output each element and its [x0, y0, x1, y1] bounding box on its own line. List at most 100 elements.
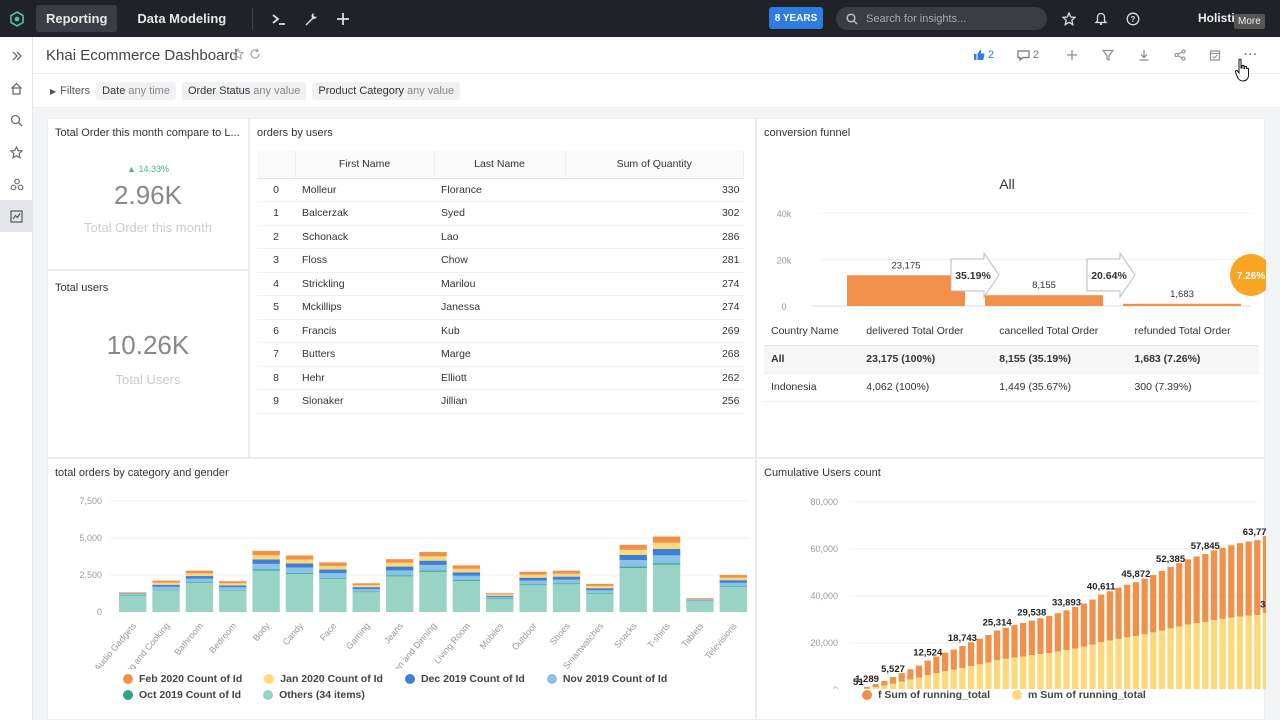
- stacked-bar-segment[interactable]: [586, 585, 614, 589]
- stacked-bar-segment[interactable]: [385, 576, 414, 612]
- cumulative-bar-f[interactable]: [1236, 543, 1244, 617]
- stacked-bar-segment[interactable]: [552, 583, 581, 585]
- cumulative-bar-m[interactable]: [1072, 648, 1079, 689]
- stacked-bar-segment[interactable]: [586, 593, 614, 613]
- stacked-bar-segment[interactable]: [686, 598, 714, 600]
- legend-item[interactable]: f Sum of running_total: [862, 687, 990, 703]
- legend-item[interactable]: m Sum of running_total: [1012, 687, 1146, 703]
- stacked-bar-segment[interactable]: [185, 570, 214, 574]
- stacked-bar-segment[interactable]: [385, 562, 414, 567]
- search-sidebar-icon[interactable]: [0, 104, 33, 136]
- stacked-bar-segment[interactable]: [152, 590, 180, 612]
- stacked-bar-segment[interactable]: [719, 577, 747, 581]
- cumulative-bar-m[interactable]: [1210, 620, 1218, 689]
- help-icon[interactable]: ?: [1118, 0, 1148, 37]
- cumulative-bar-m[interactable]: [967, 666, 975, 689]
- table-row[interactable]: 2 Schonack Lao 286: [257, 225, 744, 249]
- cumulative-bar-f[interactable]: [1028, 620, 1035, 656]
- table-row[interactable]: 3 Floss Chow 281: [257, 248, 744, 273]
- stacked-bar-segment[interactable]: [385, 575, 414, 577]
- table-row[interactable]: 9 Slonaker Jillian 256: [257, 389, 744, 414]
- holistics-logo-icon[interactable]: [0, 0, 34, 37]
- table-row[interactable]: 7 Butters Marge 268: [257, 342, 744, 367]
- cumulative-bar-f[interactable]: [976, 638, 983, 665]
- cumulative-bar-f[interactable]: [1254, 540, 1261, 616]
- funnel-bar[interactable]: [985, 295, 1103, 306]
- stacked-bar-segment[interactable]: [352, 591, 380, 593]
- stacked-bar-segment[interactable]: [252, 559, 280, 564]
- stacked-bar-segment[interactable]: [519, 584, 547, 586]
- home-icon[interactable]: [0, 72, 33, 104]
- cumulative-bar-f[interactable]: [863, 686, 871, 689]
- cumulative-bar-m[interactable]: [1132, 636, 1140, 689]
- cumulative-bar-f[interactable]: [1150, 574, 1157, 633]
- table-row[interactable]: 6 Francis Kub 269: [257, 319, 744, 343]
- cumulative-bar-m[interactable]: [863, 688, 871, 689]
- cumulative-bar-f[interactable]: [1167, 566, 1174, 629]
- stacked-bar-segment[interactable]: [519, 571, 547, 575]
- stacked-bar-segment[interactable]: [719, 586, 747, 588]
- stacked-bar-segment[interactable]: [519, 574, 547, 578]
- cumulative-bar-f[interactable]: [959, 645, 966, 668]
- cumulative-bar-f[interactable]: [1011, 625, 1018, 658]
- legend-item[interactable]: Dec 2019 Count of Id: [404, 671, 525, 687]
- stacked-bar-segment[interactable]: [285, 572, 314, 574]
- cumulative-bar-m[interactable]: [1028, 655, 1035, 689]
- download-icon[interactable]: [1138, 49, 1150, 61]
- cumulative-bar-m[interactable]: [976, 664, 983, 689]
- funnel-table-row[interactable]: All 23,175 (100%) 8,155 (35.19%) 1,683 (7.2…: [764, 345, 1259, 374]
- cumulative-bar-m[interactable]: [1106, 640, 1113, 689]
- cumulative-bar-m[interactable]: [959, 667, 966, 689]
- cumulative-bar-f[interactable]: [1106, 591, 1113, 641]
- cumulative-bar-f[interactable]: [950, 649, 957, 670]
- table-row[interactable]: 8 Hehr Elliott 262: [257, 366, 744, 390]
- stacked-bar-segment[interactable]: [619, 549, 647, 555]
- legend-item[interactable]: Feb 2020 Count of Id: [123, 671, 242, 687]
- funnel-table-header[interactable]: delivered Total Order: [859, 317, 993, 346]
- cumulative-bar-m[interactable]: [1080, 646, 1087, 689]
- cumulative-bar-m[interactable]: [915, 677, 923, 689]
- stacked-bar-segment[interactable]: [185, 576, 214, 579]
- dashboards-icon[interactable]: [0, 200, 33, 232]
- stacked-bar-segment[interactable]: [452, 565, 481, 569]
- stacked-bar-segment[interactable]: [619, 544, 647, 550]
- cumulative-bar-f[interactable]: [1228, 545, 1235, 618]
- stacked-bar-segment[interactable]: [719, 575, 747, 578]
- stacked-bar-segment[interactable]: [385, 566, 414, 571]
- filter-icon[interactable]: [1102, 49, 1114, 61]
- funnel-table-area[interactable]: Country Name delivered Total Order cancell…: [764, 317, 1259, 413]
- stacked-bar-segment[interactable]: [619, 560, 647, 567]
- legend-item[interactable]: Others (34 items): [263, 687, 365, 703]
- cumulative-bar-m[interactable]: [1228, 617, 1235, 689]
- stacked-bar-segment[interactable]: [419, 564, 447, 571]
- cumulative-bar-f[interactable]: [933, 656, 940, 674]
- cumulative-bar-f[interactable]: [1219, 547, 1226, 619]
- cumulative-bar-f[interactable]: [985, 635, 992, 663]
- funnel-table-header[interactable]: cancelled Total Order: [992, 317, 1128, 346]
- stacked-bar-segment[interactable]: [519, 577, 547, 581]
- stacked-bar-segment[interactable]: [219, 581, 247, 584]
- cumulative-bar-m[interactable]: [1254, 615, 1261, 689]
- stacked-bar-segment[interactable]: [686, 599, 714, 601]
- stacked-bar-segment[interactable]: [185, 582, 214, 583]
- stacked-bar-segment[interactable]: [119, 592, 147, 594]
- plan-badge[interactable]: 8 YEARS: [769, 7, 823, 29]
- stacked-bar-segment[interactable]: [719, 587, 747, 612]
- cumulative-bar-f[interactable]: [1124, 584, 1131, 638]
- cumulative-bar-m[interactable]: [1176, 626, 1183, 689]
- stacked-bar-segment[interactable]: [452, 580, 481, 581]
- expand-sidebar-icon[interactable]: [0, 40, 33, 72]
- cumulative-bar-m[interactable]: [993, 660, 1001, 689]
- cumulative-bar-m[interactable]: [1141, 634, 1148, 689]
- cumulative-bar-f[interactable]: [1245, 541, 1252, 616]
- stacked-bar-segment[interactable]: [185, 578, 214, 583]
- stacked-bar-segment[interactable]: [419, 571, 447, 612]
- schedule-icon[interactable]: [1209, 49, 1221, 61]
- cumulative-bar-m[interactable]: [898, 681, 905, 689]
- stacked-bar-segment[interactable]: [586, 583, 614, 586]
- cumulative-bar-f[interactable]: [1089, 599, 1096, 645]
- stacked-bar-segment[interactable]: [252, 569, 280, 571]
- cumulative-bar-f[interactable]: [872, 684, 879, 688]
- stacked-bar-segment[interactable]: [619, 567, 647, 612]
- stacked-bar-segment[interactable]: [452, 575, 481, 581]
